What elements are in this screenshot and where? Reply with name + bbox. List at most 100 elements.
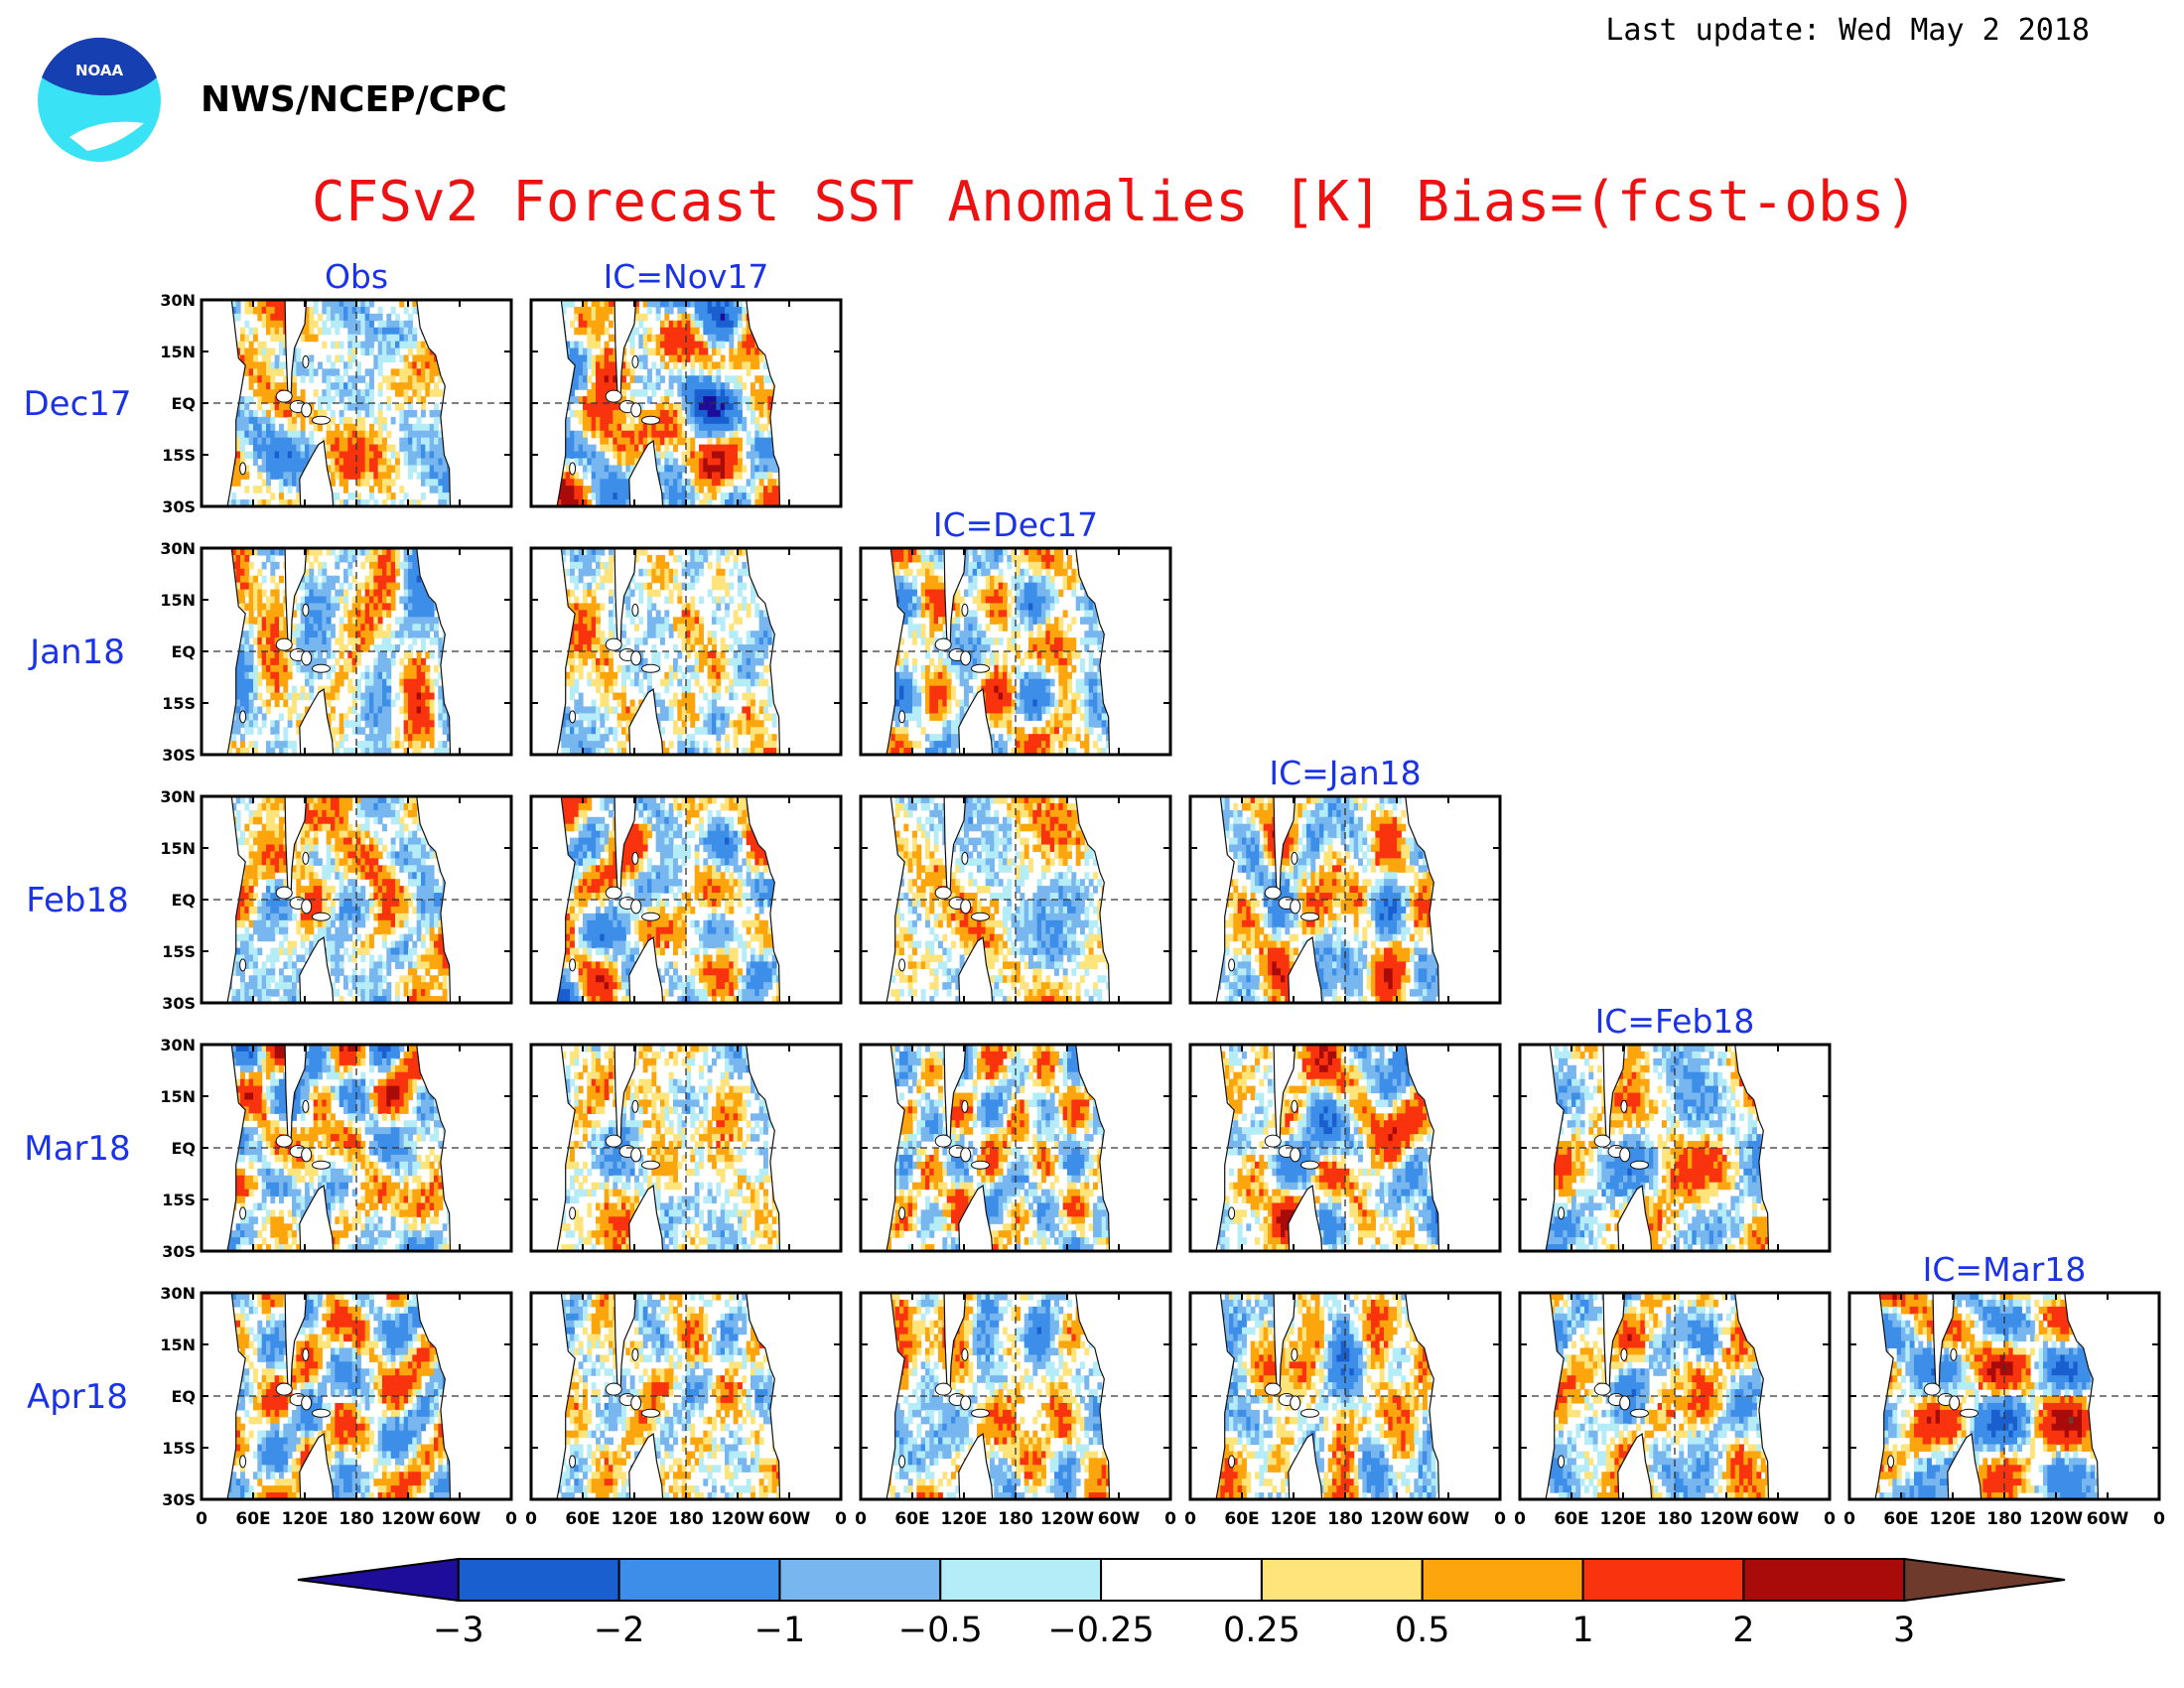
logo-lettering: NOAA — [75, 62, 124, 79]
lat-tick-label: 15S — [162, 942, 196, 961]
lon-tick-label: 0 — [1164, 1509, 1176, 1529]
colorbar-label: 2 — [1732, 1611, 1754, 1650]
panel-feb18-col-0: 30N 15N EQ 15S 30S — [160, 787, 513, 1013]
row-label-mar18: Mar18 — [24, 1129, 130, 1169]
colorbar-extend-low — [297, 1557, 460, 1603]
panel-feb18-col-1 — [529, 794, 843, 1005]
lon-tick-label: 60W — [768, 1509, 811, 1529]
lat-tick-label: 30N — [160, 787, 196, 806]
noaa-logo: NOAA — [38, 37, 161, 162]
lon-tick-label: 60E — [894, 1509, 929, 1529]
lon-tick-label: 120E — [1599, 1509, 1646, 1529]
panel-feb18-col-2 — [859, 794, 1172, 1005]
column-title: IC=Mar18 — [1923, 1250, 2087, 1289]
panel-jan18-col-1 — [529, 546, 843, 757]
lon-tick-label: 0 — [855, 1509, 867, 1529]
lat-tick-label: 15N — [160, 839, 196, 858]
lon-tick-label: 0 — [835, 1509, 847, 1529]
colorbar-bin — [1100, 1558, 1263, 1602]
colorbar-label: −0.5 — [898, 1611, 983, 1650]
lon-tick-label: 0 — [1824, 1509, 1836, 1529]
lon-tick-label: 120E — [611, 1509, 657, 1529]
lat-tick-label: 30S — [162, 746, 196, 765]
colorbar-bin — [1421, 1558, 1584, 1602]
colorbar-bin — [617, 1558, 781, 1602]
lon-tick-label: 120E — [940, 1509, 987, 1529]
lon-tick-label: 120W — [2029, 1509, 2083, 1529]
lon-tick-label: 60E — [565, 1509, 600, 1529]
chart-title: CFSv2 Forecast SST Anomalies [K] Bias=(f… — [312, 170, 1918, 234]
lon-tick-label: 0 — [1514, 1509, 1526, 1529]
colorbar-extend-high — [1903, 1557, 2066, 1603]
panel-mar18-col-4: IC=Feb18 — [1518, 1002, 1832, 1253]
panel-apr18-col-1: 0 60E 120E 180 120W 60W 0 — [525, 1291, 847, 1529]
lon-tick-label: 120E — [1270, 1509, 1316, 1529]
lat-tick-label: 30S — [162, 1490, 196, 1509]
column-title: Obs — [325, 257, 388, 296]
lat-tick-label: 15S — [162, 1191, 196, 1209]
lat-tick-label: EQ — [171, 891, 196, 910]
panel-feb18-col-3: IC=Jan18 — [1188, 754, 1502, 1005]
colorbar-label: −3 — [433, 1611, 484, 1650]
lon-tick-label: 60E — [1554, 1509, 1588, 1529]
lon-tick-label: 0 — [1843, 1509, 1855, 1529]
lon-tick-label: 0 — [505, 1509, 517, 1529]
colorbar-label: 3 — [1893, 1611, 1915, 1650]
lon-tick-label: 60W — [439, 1509, 481, 1529]
column-title: IC=Dec17 — [933, 505, 1098, 544]
lon-tick-label: 0 — [1184, 1509, 1196, 1529]
panel-mar18-col-0: 30N 15N EQ 15S 30S — [160, 1036, 513, 1261]
lat-tick-label: 15N — [160, 1336, 196, 1354]
column-title: IC=Nov17 — [604, 257, 769, 296]
panel-jan18-col-2: IC=Dec17 — [859, 505, 1172, 757]
lon-tick-label: 180 — [339, 1509, 374, 1529]
lon-tick-label: 60E — [1224, 1509, 1259, 1529]
lon-tick-label: 120W — [1700, 1509, 1753, 1529]
lon-tick-label: 60W — [2087, 1509, 2129, 1529]
panel-jan18-col-0: 30N 15N EQ 15S 30S — [160, 539, 513, 765]
colorbar-bin — [457, 1558, 620, 1602]
lon-tick-label: 180 — [1986, 1509, 2022, 1529]
lon-tick-label: 120W — [711, 1509, 764, 1529]
colorbar-label: −1 — [754, 1611, 806, 1650]
lat-tick-label: 15N — [160, 343, 196, 361]
row-label-apr18: Apr18 — [27, 1377, 128, 1417]
panel-dec17-col-0: 30N 15N EQ 15S 30S Obs — [160, 257, 513, 516]
lon-tick-label: 0 — [1494, 1509, 1506, 1529]
lon-tick-label: 120W — [381, 1509, 435, 1529]
lat-tick-label: 30S — [162, 497, 196, 516]
colorbar-bin — [939, 1558, 1103, 1602]
colorbar-label: 0.5 — [1395, 1611, 1450, 1650]
colorbar-label: −0.25 — [1047, 1611, 1154, 1650]
lat-tick-label: EQ — [171, 1139, 196, 1158]
lon-tick-label: 60E — [1883, 1509, 1918, 1529]
panel-apr18-col-2: 0 60E 120E 180 120W 60W 0 — [855, 1291, 1176, 1529]
lat-tick-label: EQ — [171, 1387, 196, 1406]
column-title: IC=Feb18 — [1595, 1002, 1755, 1041]
panel-apr18-col-3: 0 60E 120E 180 120W 60W 0 — [1184, 1291, 1506, 1529]
lat-tick-label: 15N — [160, 591, 196, 610]
lon-tick-label: 180 — [1657, 1509, 1693, 1529]
panel-mar18-col-2 — [859, 1043, 1172, 1253]
lat-tick-label: 30N — [160, 291, 196, 310]
colorbar-bin — [778, 1558, 942, 1602]
lat-tick-label: 30S — [162, 994, 196, 1013]
agency-label: NWS/NCEP/CPC — [201, 79, 507, 120]
colorbar-label: 0.25 — [1223, 1611, 1300, 1650]
panel-apr18-col-4: 0 60E 120E 180 120W 60W 0 — [1514, 1291, 1836, 1529]
last-update: Last update: Wed May 2 2018 — [1605, 13, 2090, 48]
lon-tick-label: 0 — [525, 1509, 537, 1529]
lon-tick-label: 180 — [668, 1509, 704, 1529]
panel-mar18-col-1 — [529, 1043, 843, 1253]
lon-tick-label: 180 — [1327, 1509, 1363, 1529]
lat-tick-label: 15N — [160, 1087, 196, 1106]
panel-dec17-col-1: IC=Nov17 — [529, 257, 843, 508]
colorbar-label: 1 — [1571, 1611, 1593, 1650]
lat-tick-label: 30N — [160, 539, 196, 558]
panel-mar18-col-3 — [1188, 1043, 1502, 1253]
lat-tick-label: EQ — [171, 394, 196, 413]
colorbar-label: −2 — [594, 1611, 645, 1650]
lon-tick-label: 60W — [1757, 1509, 1800, 1529]
lat-tick-label: 30N — [160, 1036, 196, 1055]
lon-tick-label: 120E — [1929, 1509, 1976, 1529]
